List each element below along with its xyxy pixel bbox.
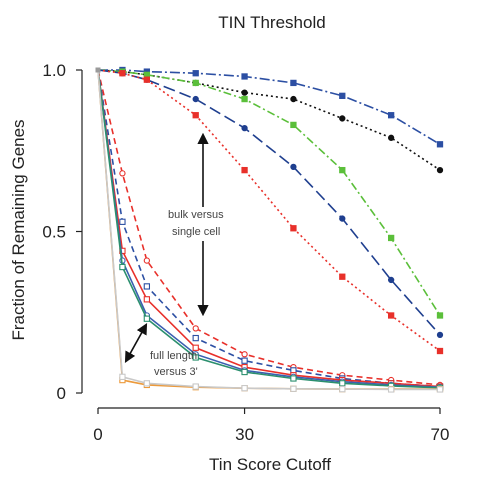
data-point	[241, 368, 248, 376]
x-axis-label: Tin Score Cutoff	[209, 455, 331, 474]
series-layer	[95, 66, 444, 393]
data-point	[192, 112, 199, 119]
y-axis-ticks: 0 0.5 1.0	[42, 61, 82, 403]
data-point	[241, 166, 248, 174]
data-point	[143, 257, 151, 264]
data-point	[290, 375, 297, 382]
data-point	[387, 386, 395, 393]
data-point	[290, 95, 297, 103]
data-point	[290, 385, 297, 392]
data-point	[339, 380, 346, 387]
series-line	[97, 69, 441, 352]
data-point	[192, 95, 199, 103]
data-point	[119, 218, 126, 225]
x-tick-label: 30	[235, 425, 254, 444]
data-point	[143, 283, 151, 290]
data-point	[387, 312, 395, 319]
data-point	[241, 89, 248, 96]
data-point	[339, 273, 346, 280]
annotation-fulllength-line2: versus 3'	[154, 366, 198, 378]
chart-title: TIN Threshold	[218, 13, 325, 32]
data-point	[339, 215, 346, 222]
data-point	[241, 73, 248, 80]
data-point	[143, 76, 151, 83]
series-2	[95, 67, 444, 319]
x-axis-ticks: 0 30 70	[93, 408, 449, 444]
data-point	[290, 121, 297, 129]
data-point	[387, 112, 395, 119]
data-point	[241, 95, 248, 103]
series-11	[95, 67, 444, 393]
data-point	[192, 344, 199, 351]
data-point	[119, 263, 126, 271]
data-point	[192, 334, 199, 342]
annotation-bulk-line2: single cell	[172, 226, 220, 238]
data-point	[436, 347, 444, 355]
data-point	[290, 225, 297, 232]
data-point	[290, 79, 297, 87]
data-point	[241, 351, 248, 358]
data-point	[241, 124, 248, 132]
data-point	[241, 357, 248, 364]
x-tick-label: 70	[431, 425, 450, 444]
y-tick-label: 1.0	[42, 61, 66, 80]
data-point	[436, 386, 444, 393]
data-point	[436, 331, 444, 339]
y-axis-label: Fraction of Remaining Genes	[9, 119, 28, 340]
data-point	[339, 115, 346, 122]
data-point	[192, 383, 199, 390]
data-point	[95, 67, 101, 73]
data-point	[387, 276, 395, 284]
data-point	[143, 296, 151, 303]
data-point	[192, 79, 199, 87]
data-point	[143, 315, 151, 322]
data-point	[339, 385, 346, 393]
series-line	[97, 69, 441, 336]
annotation-bulk-line1: bulk versus	[168, 209, 224, 221]
data-point	[241, 385, 248, 392]
data-point	[143, 380, 151, 387]
series-4	[95, 67, 444, 355]
y-tick-label: 0	[57, 384, 66, 403]
data-point	[436, 312, 444, 319]
data-point	[339, 92, 346, 99]
data-point	[192, 70, 199, 77]
full-length-vs-3prime-arrow	[124, 323, 148, 363]
x-tick-label: 0	[93, 425, 102, 444]
data-point	[387, 134, 395, 141]
data-point	[192, 325, 199, 332]
series-1	[95, 67, 444, 174]
data-point	[119, 373, 126, 380]
series-line	[97, 69, 441, 171]
data-point	[339, 166, 346, 174]
data-point	[436, 166, 444, 174]
annotation-backdrop-bulk	[160, 207, 236, 241]
data-point	[387, 234, 395, 242]
annotation-fulllength-line1: full length	[150, 350, 197, 362]
data-point	[119, 170, 126, 177]
data-point	[290, 163, 297, 171]
data-point	[192, 354, 199, 361]
y-tick-label: 0.5	[42, 223, 66, 242]
data-point	[119, 70, 126, 77]
data-point	[436, 141, 444, 148]
